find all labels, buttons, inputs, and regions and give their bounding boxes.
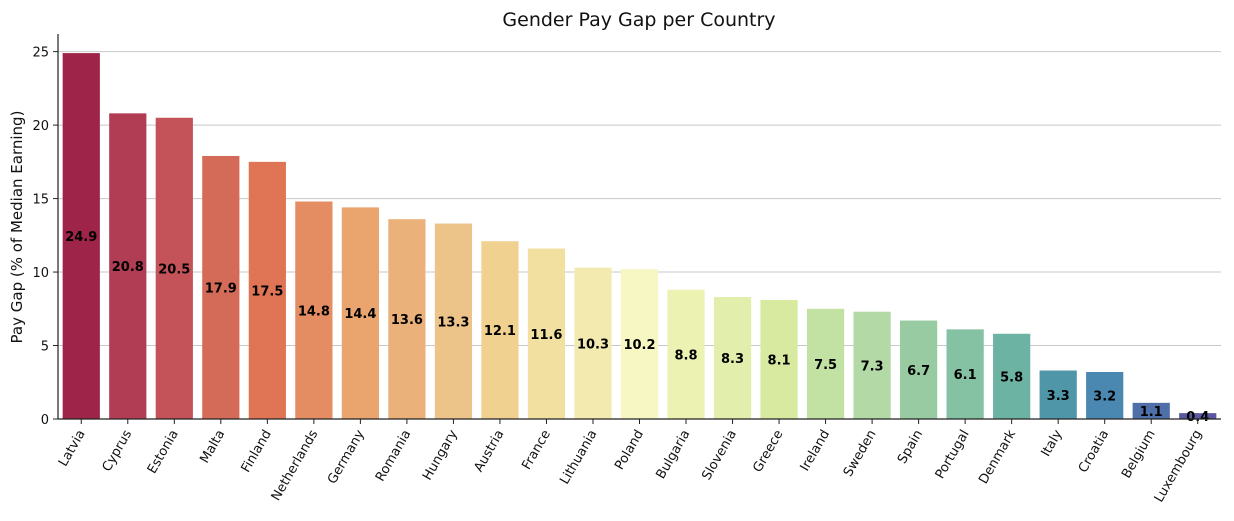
x-tick-label: Lithuania bbox=[557, 428, 600, 488]
bar-value-label: 14.4 bbox=[344, 307, 376, 322]
x-tick-label: France bbox=[519, 428, 554, 473]
bar bbox=[1086, 371, 1124, 419]
bar-value-label: 14.8 bbox=[298, 304, 330, 319]
y-axis-label: Pay Gap (% of Median Earning) bbox=[8, 111, 26, 344]
bar bbox=[202, 155, 240, 420]
bar bbox=[853, 311, 891, 419]
y-tick-label: 5 bbox=[41, 340, 49, 355]
bar-value-label: 10.3 bbox=[577, 337, 609, 352]
value-labels: 24.9 20.8 20.5 17.9 17.5 14.8 14.4 13.6 13.3 12.1… bbox=[65, 230, 1209, 425]
bar bbox=[527, 248, 566, 419]
x-tick-label: Cyprus bbox=[100, 427, 136, 474]
bar bbox=[109, 113, 147, 420]
bar bbox=[481, 241, 519, 419]
bar-value-label: 7.5 bbox=[814, 358, 837, 373]
bar-value-label: 1.1 bbox=[1140, 405, 1163, 420]
y-tick-label: 25 bbox=[32, 46, 49, 61]
bar-value-label: 10.2 bbox=[623, 338, 655, 353]
bar-value-label: 17.5 bbox=[251, 284, 283, 299]
bar-value-label: 3.3 bbox=[1047, 389, 1070, 404]
x-tick-label: Italy bbox=[1039, 427, 1066, 459]
x-tick-label: Sweden bbox=[841, 428, 880, 480]
x-tick-label: Germany bbox=[325, 427, 368, 487]
bar bbox=[713, 297, 752, 419]
x-tick-label: Latvia bbox=[56, 428, 89, 470]
bars bbox=[62, 53, 1217, 420]
bar-value-label: 13.3 bbox=[437, 315, 469, 330]
y-tick-label: 15 bbox=[32, 193, 49, 208]
bar-value-label: 8.3 bbox=[721, 352, 744, 367]
bar-value-label: 5.8 bbox=[1000, 370, 1023, 385]
bar-value-label: 20.5 bbox=[158, 262, 190, 277]
bar bbox=[388, 219, 426, 419]
bar bbox=[1179, 413, 1217, 419]
bar bbox=[574, 267, 612, 419]
bar-value-label: 0.4 bbox=[1186, 410, 1209, 425]
x-tick-label: Netherlands bbox=[269, 427, 322, 503]
bar-value-label: 8.8 bbox=[675, 348, 698, 363]
chart-title: Gender Pay Gap per Country bbox=[502, 9, 775, 31]
bar-value-label: 8.1 bbox=[768, 353, 791, 368]
bar bbox=[155, 117, 193, 419]
bar-value-label: 12.1 bbox=[484, 324, 516, 339]
x-tick-label: Hungary bbox=[420, 427, 461, 483]
bar bbox=[667, 289, 705, 419]
bar-value-label: 6.1 bbox=[954, 368, 977, 383]
bar bbox=[62, 53, 100, 419]
bar bbox=[993, 333, 1031, 419]
bar bbox=[1132, 402, 1170, 419]
x-tick-label: Estonia bbox=[145, 428, 182, 477]
x-tick-label: Slovenia bbox=[699, 428, 740, 483]
bar bbox=[806, 308, 845, 419]
x-tick-label: Ireland bbox=[798, 428, 833, 474]
bar bbox=[341, 207, 379, 419]
bar bbox=[620, 269, 659, 419]
x-tick-label: Poland bbox=[612, 428, 647, 473]
x-tick-label: Romania bbox=[373, 428, 414, 485]
bar-value-label: 24.9 bbox=[65, 230, 97, 245]
bar-value-label: 3.2 bbox=[1093, 389, 1116, 404]
bar-value-label: 6.7 bbox=[907, 364, 930, 379]
x-tick-label: Portugal bbox=[933, 428, 973, 482]
bar bbox=[1039, 370, 1077, 419]
y-tick-label: 0 bbox=[41, 413, 49, 428]
bar bbox=[900, 320, 938, 419]
x-tick-label: Luxembourg bbox=[1152, 428, 1206, 506]
x-tick-label: Croatia bbox=[1076, 428, 1112, 476]
bar-value-label: 17.9 bbox=[205, 281, 237, 296]
bar-value-label: 13.6 bbox=[391, 313, 423, 328]
y-tick-label: 10 bbox=[32, 266, 49, 281]
bar bbox=[248, 161, 286, 419]
x-tick-label: Finland bbox=[239, 428, 275, 476]
x-tick-label: Spain bbox=[895, 428, 926, 467]
y-tick-label: 20 bbox=[32, 119, 49, 134]
bar bbox=[946, 329, 984, 419]
bar-value-label: 7.3 bbox=[861, 359, 884, 374]
x-tick-label: Bulgaria bbox=[654, 428, 694, 482]
x-tick-label: Austria bbox=[471, 428, 507, 475]
bar bbox=[760, 299, 798, 419]
bar bbox=[434, 223, 473, 419]
x-tick-label: Belgium bbox=[1119, 428, 1159, 482]
bar-value-label: 20.8 bbox=[112, 260, 144, 275]
x-tick-label: Greece bbox=[750, 428, 786, 476]
bar-value-label: 11.6 bbox=[530, 328, 562, 343]
x-tick-label: Malta bbox=[197, 428, 228, 467]
x-tick-label: Denmark bbox=[976, 427, 1019, 487]
bar bbox=[295, 201, 333, 419]
